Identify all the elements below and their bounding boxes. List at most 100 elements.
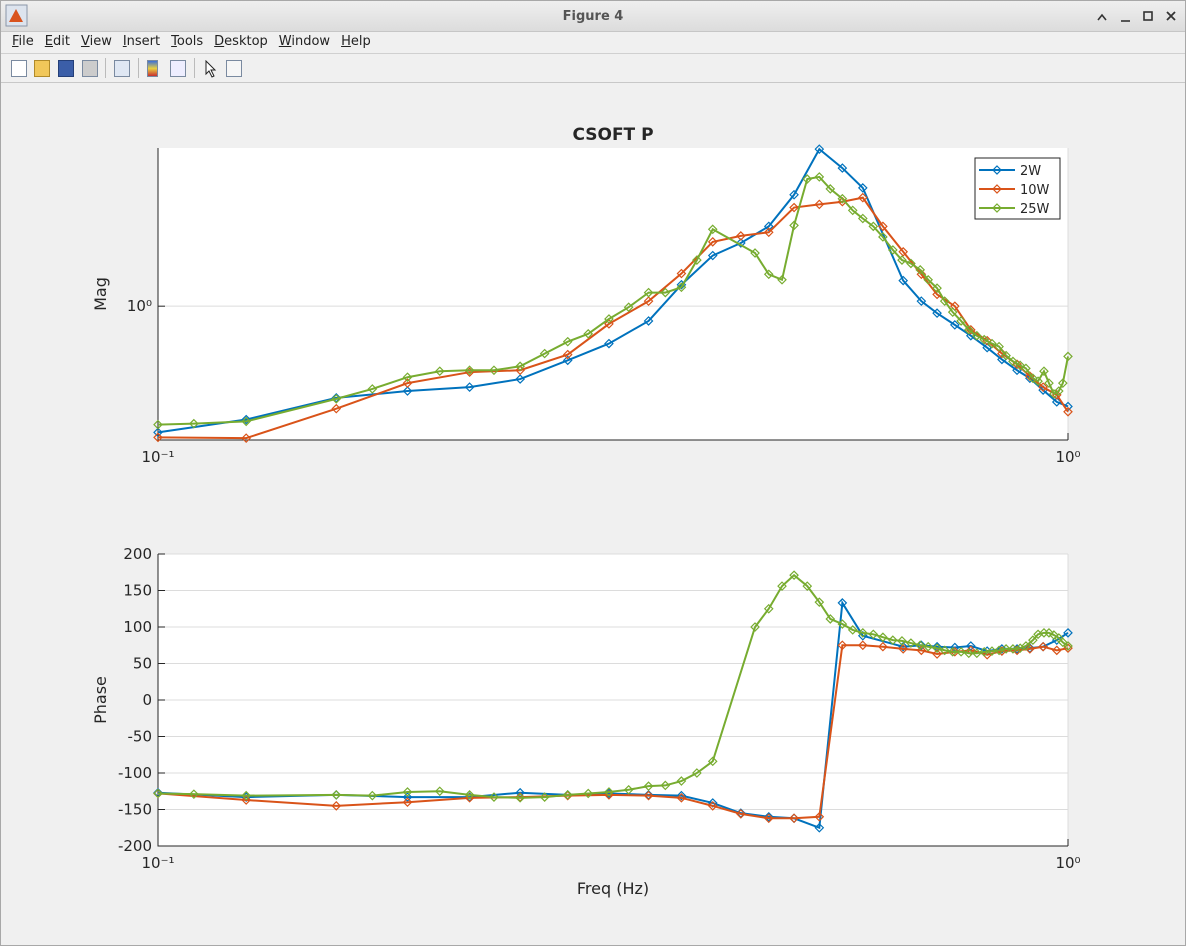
menu-item[interactable]: Tools	[171, 34, 204, 49]
legend-button[interactable]	[170, 60, 186, 77]
data-marker	[402, 372, 413, 383]
data-marker	[367, 384, 378, 394]
data-marker	[1021, 363, 1031, 374]
data-marker	[915, 264, 926, 275]
data-marker	[898, 275, 909, 286]
data-marker	[956, 316, 966, 326]
data-marker	[402, 378, 413, 388]
data-marker	[331, 392, 342, 403]
data-marker	[1039, 366, 1049, 377]
menu-item[interactable]: Insert	[122, 34, 161, 49]
menu-item[interactable]: Edit	[44, 34, 70, 49]
menu-item[interactable]: Window	[278, 34, 331, 49]
data-marker	[987, 646, 997, 656]
data-marker	[837, 193, 848, 204]
plot-area	[158, 148, 1068, 440]
menu-item[interactable]: View	[80, 34, 112, 49]
data-marker	[923, 274, 934, 285]
data-marker	[331, 790, 342, 800]
data-marker	[956, 646, 966, 657]
data-marker	[331, 801, 342, 811]
data-marker	[707, 224, 718, 235]
data-marker	[660, 780, 671, 791]
data-marker	[707, 756, 718, 767]
data-marker	[1049, 630, 1059, 640]
data-marker	[643, 287, 654, 298]
data-marker	[676, 776, 687, 786]
menu-bar: File Edit View Insert Tools Desktop Window Help	[1, 31, 1185, 54]
data-marker	[707, 801, 718, 811]
data-marker	[971, 330, 982, 341]
edit-plot-button[interactable]	[204, 60, 218, 78]
data-marker	[750, 622, 760, 632]
data-marker	[949, 320, 960, 330]
data-marker	[583, 328, 594, 339]
separator	[105, 58, 106, 78]
data-marker	[1057, 637, 1068, 648]
data-marker	[898, 246, 909, 257]
data-marker	[837, 640, 848, 651]
link-button[interactable]	[114, 60, 130, 77]
data-marker	[987, 338, 997, 349]
open-button[interactable]	[34, 60, 50, 77]
data-marker	[643, 781, 654, 791]
data-marker	[1038, 641, 1048, 652]
app-icon	[5, 4, 28, 27]
data-marker	[802, 174, 813, 184]
data-marker	[434, 786, 445, 797]
data-marker	[562, 790, 573, 800]
data-marker	[906, 638, 916, 648]
legend-label: 25W	[1020, 202, 1050, 217]
data-marker	[604, 787, 614, 797]
menu-item[interactable]: Desktop	[214, 34, 268, 49]
legend-label: 2W	[1020, 164, 1041, 179]
menu-item[interactable]: Help	[341, 34, 371, 49]
print-button[interactable]	[82, 60, 98, 77]
data-marker	[789, 570, 799, 581]
new-button[interactable]	[11, 60, 27, 77]
y-tick-label: 200	[123, 545, 152, 563]
data-marker	[643, 316, 654, 326]
data-marker	[994, 341, 1004, 352]
data-marker	[971, 648, 982, 659]
data-marker	[676, 792, 687, 803]
data-marker	[932, 643, 942, 654]
window-controls[interactable]	[1093, 1, 1183, 31]
data-marker	[153, 427, 163, 438]
data-marker	[241, 433, 252, 443]
data-marker	[802, 581, 813, 591]
data-marker	[763, 227, 774, 238]
data-marker	[814, 144, 825, 154]
axis-line	[157, 554, 1068, 847]
save-button[interactable]	[58, 60, 74, 77]
data-marker	[897, 636, 907, 646]
data-marker	[643, 790, 654, 801]
data-marker	[402, 792, 413, 802]
data-marker	[857, 192, 868, 203]
data-marker	[979, 334, 990, 345]
legend-label: 10W	[1020, 183, 1050, 198]
data-marker	[949, 646, 960, 657]
data-marker	[1053, 386, 1064, 396]
colorbar-button[interactable]	[147, 60, 158, 77]
x-tick-label: 10⁻¹	[141, 448, 174, 466]
chart-title: CSOFT P	[572, 125, 653, 145]
data-marker	[814, 597, 825, 608]
property-button[interactable]	[226, 60, 242, 77]
menu-item[interactable]: File	[12, 34, 34, 49]
data-marker	[837, 163, 848, 173]
data-marker	[604, 319, 614, 329]
data-marker	[1028, 635, 1038, 645]
data-marker	[932, 283, 942, 294]
y-tick-label: 50	[133, 655, 152, 673]
data-marker	[947, 646, 958, 657]
data-marker	[947, 307, 958, 318]
data-marker	[189, 789, 199, 800]
data-marker	[735, 231, 746, 241]
data-marker	[623, 302, 634, 313]
data-marker	[676, 790, 687, 801]
data-marker	[939, 296, 950, 306]
data-marker	[515, 792, 525, 803]
data-marker	[878, 232, 888, 242]
